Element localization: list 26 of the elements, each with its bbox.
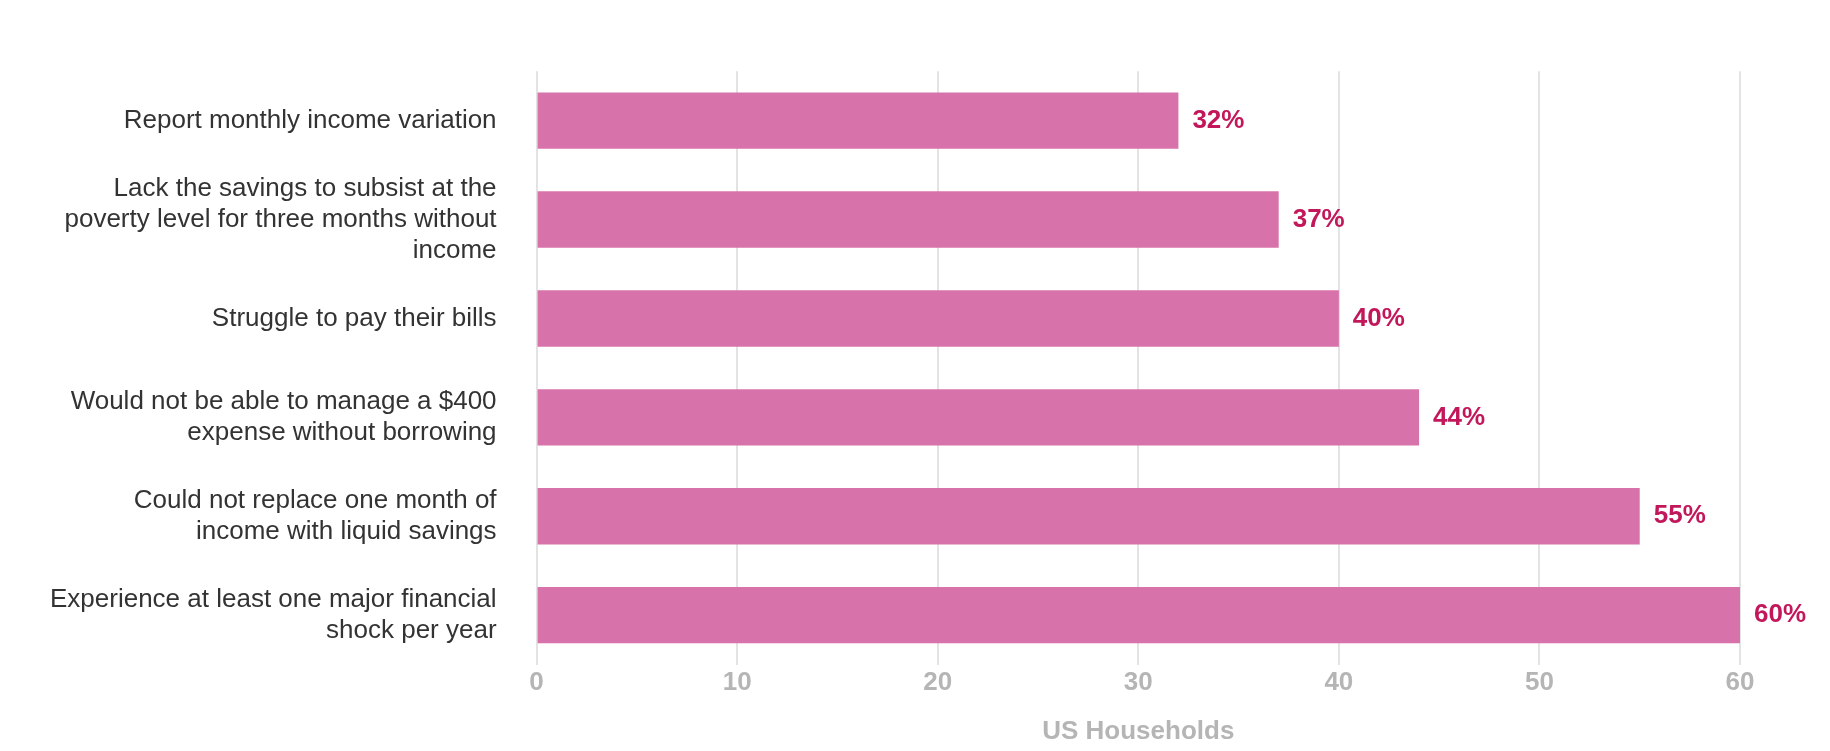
x-tick-label: 40: [1324, 666, 1354, 697]
y-tick-label: Struggle to pay their bills: [211, 301, 497, 332]
data-label: 37%: [1292, 202, 1345, 233]
y-tick-label: Would not be able to manage a $400 expense without borrowing: [70, 384, 497, 447]
x-tick-label: 60: [1725, 666, 1755, 697]
data-label: 55%: [1653, 499, 1706, 530]
bar: [537, 488, 1640, 545]
x-tick-label: 0: [529, 666, 544, 697]
data-label: 32%: [1192, 103, 1245, 134]
x-axis-title: US Households: [1042, 714, 1235, 745]
data-label: 60%: [1754, 598, 1807, 629]
x-tick-label: 10: [722, 666, 752, 697]
x-tick-label: 30: [1123, 666, 1153, 697]
bar: [537, 389, 1420, 446]
bar: [537, 191, 1279, 248]
data-label: 44%: [1433, 400, 1486, 431]
bar: [537, 586, 1740, 644]
y-tick-label: Report monthly income variation: [123, 103, 497, 134]
bar: [537, 290, 1339, 347]
y-tick-label: Lack the savings to subsist at the poverty level for three months without income: [64, 171, 498, 264]
bar: [537, 92, 1179, 149]
y-tick-label: Could not replace one month of income with liquid savings: [133, 483, 498, 546]
x-tick-label: 20: [923, 666, 953, 697]
x-tick-label: 50: [1524, 666, 1554, 697]
y-tick-label: Experience at least one major financial shock per year: [49, 582, 497, 644]
data-label: 40%: [1352, 301, 1405, 332]
